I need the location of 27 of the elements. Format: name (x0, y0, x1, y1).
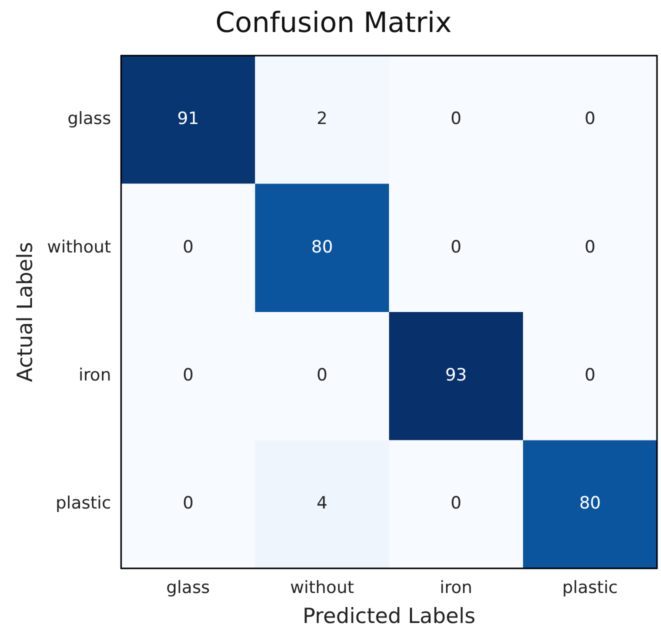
data-label: 0 (450, 494, 462, 514)
y-tick-label: plastic (56, 494, 112, 514)
y-tick-label: glass (67, 109, 112, 130)
data-label: 0 (584, 237, 596, 258)
x-tick-label: plastic (562, 578, 618, 598)
y-tick-label: iron (78, 366, 112, 386)
data-label: 0 (316, 366, 328, 386)
data-label: 2 (316, 109, 328, 130)
data-label: 80 (579, 494, 601, 514)
data-label: 0 (450, 237, 462, 258)
y-axis-title: Actual Labels (13, 242, 38, 382)
x-tick-label: iron (440, 578, 472, 598)
y-tick-label: without (47, 237, 112, 258)
data-label: 0 (182, 237, 194, 258)
x-axis-title: Predicted Labels (302, 604, 476, 628)
data-label: 0 (584, 109, 596, 130)
data-label: 4 (316, 494, 328, 514)
data-label: 91 (177, 109, 199, 130)
data-label: 0 (182, 494, 194, 514)
x-tick-label: without (290, 578, 354, 598)
x-tick-label: glass (166, 578, 210, 598)
data-label: 0 (182, 366, 194, 386)
data-label: 93 (445, 366, 467, 386)
chart-title: Confusion Matrix (215, 6, 452, 40)
data-label: 0 (450, 109, 462, 130)
data-label: 0 (584, 366, 596, 386)
data-label: 80 (311, 237, 333, 258)
